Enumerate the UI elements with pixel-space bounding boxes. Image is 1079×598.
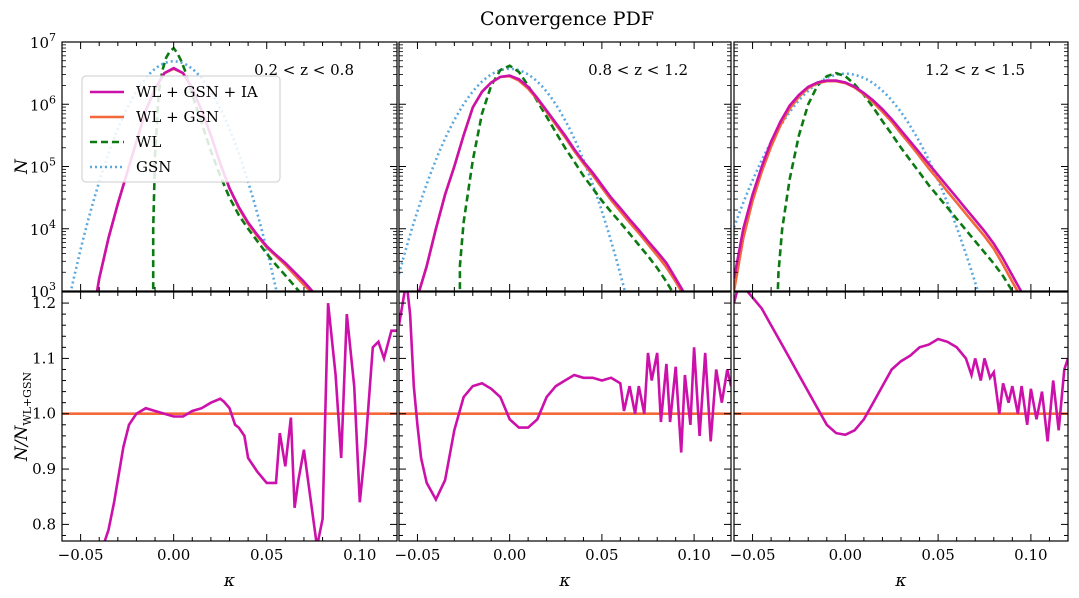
- y-tick-label: 106: [30, 93, 56, 114]
- top-panel-frame: [733, 41, 1069, 292]
- tick-exponent: 3: [49, 280, 56, 293]
- y-axis-label-bottom: N/NWL+GSN: [12, 371, 34, 462]
- tick-base: 10: [30, 221, 49, 239]
- ratio-curve: [734, 292, 1068, 442]
- x-tick-label: 0.00: [493, 546, 526, 564]
- x-axis-label: κ: [223, 571, 235, 591]
- x-axis-label: κ: [894, 571, 906, 591]
- redshift-range-label: 1.2 < z < 1.5: [925, 61, 1025, 79]
- tick-base: 10: [30, 159, 49, 177]
- legend-label: WL: [136, 133, 161, 151]
- tick-exponent: 4: [49, 218, 56, 231]
- x-tick-label: −0.05: [730, 546, 776, 564]
- gsn-curve: [69, 59, 278, 291]
- tick-base: 10: [30, 283, 49, 301]
- series-wl-gsn-ia-curve: [734, 79, 1023, 291]
- tick-base: 10: [30, 96, 49, 114]
- x-tick-label: 0.10: [343, 546, 376, 564]
- y-tick-label: 105: [30, 156, 56, 177]
- series-wl-curve: [776, 71, 1014, 291]
- gsn-curve: [399, 67, 627, 291]
- x-tick-label: 0.00: [829, 546, 862, 564]
- tick-base: 10: [30, 34, 49, 52]
- y-tick-label: 1.1: [32, 349, 56, 367]
- y-tick-label: 0.8: [32, 515, 56, 533]
- top-panel-frame: [398, 41, 732, 292]
- y-tick-label: 104: [30, 218, 56, 239]
- x-tick-label: 0.05: [921, 546, 954, 564]
- series-wl-curve: [458, 64, 674, 291]
- x-tick-label: −0.05: [58, 546, 104, 564]
- ratio-curve: [103, 302, 397, 541]
- y-tick-label: 107: [30, 31, 56, 52]
- top-panel-3-curves: [734, 71, 1023, 291]
- series-wl-gsn-curve: [734, 79, 1019, 291]
- x-tick-label: 0.10: [1014, 546, 1047, 564]
- y-axis-label-top: N: [12, 158, 32, 175]
- redshift-range-label: 0.8 < z < 1.2: [588, 61, 688, 79]
- ratio-curve: [399, 292, 731, 503]
- chart-title: Convergence PDF: [480, 8, 654, 30]
- tick-exponent: 5: [49, 156, 56, 169]
- legend-label: WL + GSN + IA: [136, 83, 258, 101]
- gsn-curve: [734, 72, 980, 291]
- plot-area: 0.2 < z < 0.8 −0.05 0.00 0.05 0.10 κ 0.8 < z <…: [12, 31, 1069, 591]
- y-tick-label: 1.0: [32, 405, 56, 423]
- y-tick-label: 0.9: [32, 460, 56, 478]
- tick-exponent: 6: [49, 93, 56, 106]
- bottom-panel-1-curves: [62, 302, 397, 541]
- y-axis-label-subscript: WL+GSN: [21, 371, 34, 425]
- bottom-panel-frame: [733, 291, 1069, 542]
- legend: WL + GSN + IA WL + GSN WL GSN: [81, 75, 281, 183]
- bottom-panel-frame: [398, 291, 732, 542]
- x-tick-label: −0.05: [394, 546, 440, 564]
- legend-label: WL + GSN: [136, 108, 219, 126]
- series-wl-gsn-ia-curve: [417, 74, 685, 291]
- bottom-panel-3-curves: [734, 292, 1068, 442]
- redshift-range-label: 0.2 < z < 0.8: [254, 61, 354, 79]
- legend-box: [81, 75, 281, 183]
- y-tick-label: 1.2: [32, 294, 56, 312]
- y-tick-label: 103: [30, 280, 56, 301]
- x-tick-label: 0.05: [250, 546, 283, 564]
- legend-label: GSN: [136, 158, 171, 176]
- x-tick-label: 0.10: [677, 546, 710, 564]
- x-tick-label: 0.00: [157, 546, 190, 564]
- x-axis-label: κ: [558, 571, 570, 591]
- tick-exponent: 7: [49, 31, 56, 44]
- bottom-panel-2-curves: [399, 292, 731, 503]
- top-panel-2-curves: [399, 64, 685, 291]
- x-tick-label: 0.05: [585, 546, 618, 564]
